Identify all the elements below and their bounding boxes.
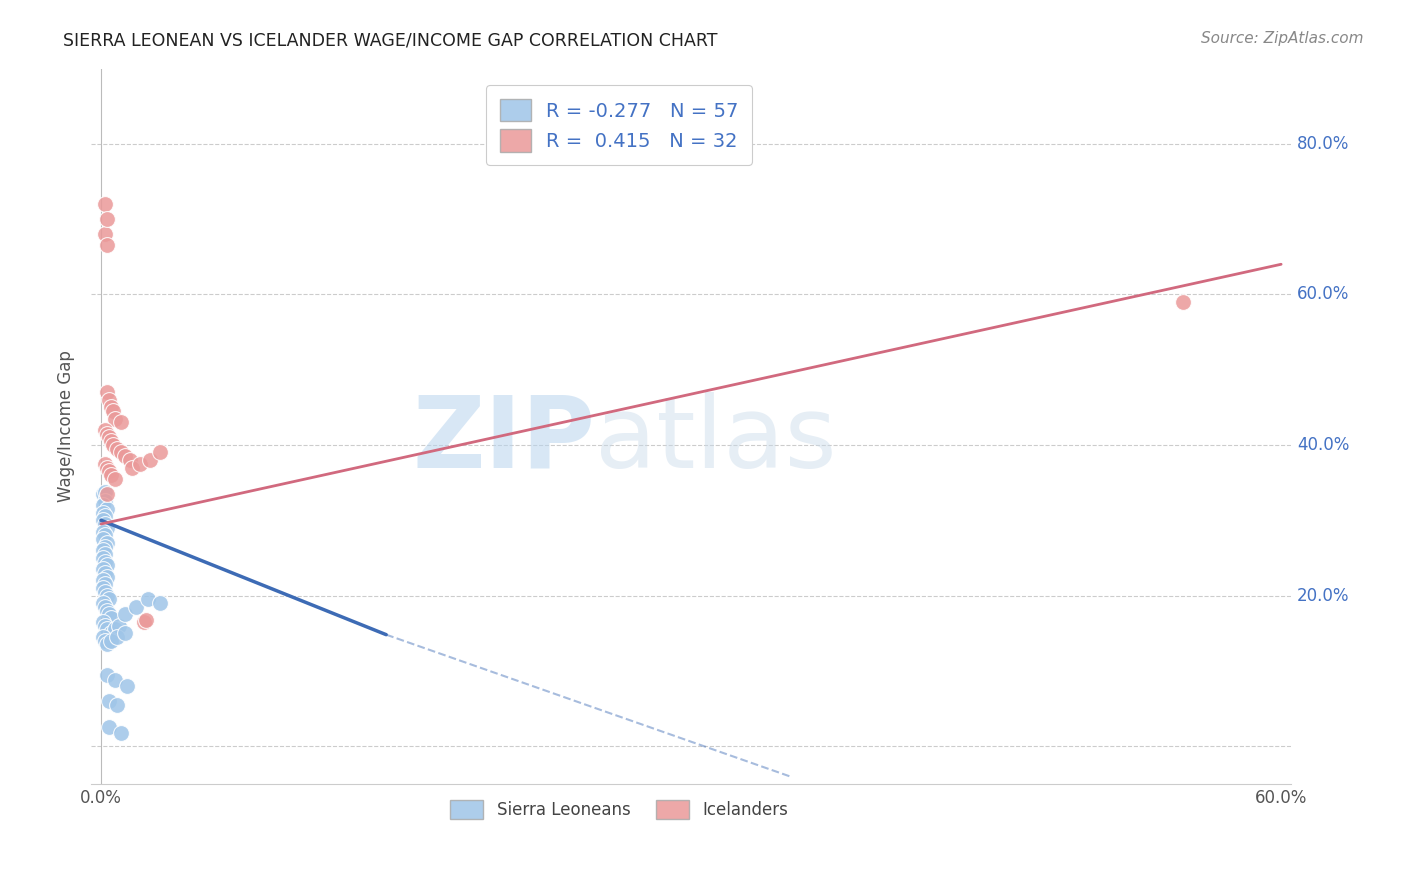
Point (96, 604, 118, 618)
Point (94, 540, 117, 554)
Point (94, 555, 117, 569)
Text: Source: ZipAtlas.com: Source: ZipAtlas.com (1201, 31, 1364, 46)
Point (97, 592, 120, 607)
Point (100, 401, 122, 415)
Point (97, 607, 120, 622)
Point (96, 570, 118, 584)
Y-axis label: Wage/Income Gap: Wage/Income Gap (58, 351, 75, 502)
Point (96, 487, 118, 501)
Point (105, 442, 128, 456)
Point (134, 615, 156, 629)
Point (94, 457, 117, 471)
Point (96, 238, 118, 252)
Text: 40.0%: 40.0% (1296, 436, 1350, 454)
Point (105, 630, 128, 644)
Point (105, 698, 128, 712)
Point (94, 528, 117, 542)
Point (104, 623, 127, 637)
Text: atlas: atlas (595, 392, 837, 489)
Point (94, 633, 117, 648)
Point (107, 618, 129, 632)
Point (94, 599, 117, 614)
Point (94, 516, 117, 531)
Point (100, 434, 122, 449)
Point (101, 404, 124, 418)
Point (120, 453, 142, 467)
Point (94, 494, 117, 508)
Point (114, 449, 136, 463)
Point (100, 468, 122, 483)
Point (96, 460, 118, 475)
Point (96, 558, 118, 573)
Point (91, 574, 114, 588)
Point (91, 543, 114, 558)
Text: ZIP: ZIP (412, 392, 595, 489)
Point (104, 673, 127, 687)
Point (94, 227, 117, 241)
Point (1171, 294, 1194, 309)
Point (114, 626, 136, 640)
Point (94, 484, 117, 499)
Point (129, 457, 152, 471)
Point (110, 725, 132, 739)
Point (135, 613, 157, 627)
Point (114, 607, 136, 622)
Point (96, 667, 118, 681)
Point (94, 547, 117, 561)
Point (91, 524, 114, 539)
Text: SIERRA LEONEAN VS ICELANDER WAGE/INCOME GAP CORRELATION CHART: SIERRA LEONEAN VS ICELANDER WAGE/INCOME … (63, 31, 718, 49)
Point (101, 438, 124, 452)
Point (110, 416, 132, 430)
Point (96, 385, 118, 400)
Point (91, 513, 114, 527)
Point (91, 581, 114, 595)
Point (97, 720, 120, 734)
Point (136, 592, 159, 607)
Point (121, 460, 143, 475)
Point (96, 637, 118, 651)
Point (91, 630, 114, 644)
Point (110, 445, 132, 459)
Point (91, 506, 114, 520)
Point (104, 411, 127, 425)
Legend: Sierra Leoneans, Icelanders: Sierra Leoneans, Icelanders (443, 793, 794, 825)
Point (91, 562, 114, 576)
Point (139, 453, 162, 467)
Point (97, 430, 120, 444)
Point (91, 596, 114, 610)
Point (100, 626, 122, 640)
Point (97, 392, 120, 407)
Point (91, 615, 114, 629)
Point (94, 584, 117, 599)
Point (94, 423, 117, 437)
Point (96, 426, 118, 441)
Text: 60.0%: 60.0% (1296, 285, 1350, 303)
Point (115, 679, 138, 693)
Point (94, 509, 117, 524)
Point (97, 464, 120, 478)
Point (94, 618, 117, 632)
Point (97, 694, 120, 708)
Point (149, 445, 172, 459)
Point (94, 577, 117, 591)
Point (91, 498, 114, 512)
Text: 80.0%: 80.0% (1296, 135, 1350, 153)
Point (100, 611, 122, 625)
Point (149, 596, 172, 610)
Point (100, 633, 122, 648)
Point (91, 532, 114, 546)
Point (91, 550, 114, 565)
Point (91, 487, 114, 501)
Point (96, 589, 118, 603)
Point (96, 521, 118, 535)
Point (94, 566, 117, 580)
Point (96, 536, 118, 550)
Point (94, 197, 117, 211)
Point (96, 502, 118, 516)
Point (96, 623, 118, 637)
Point (96, 212, 118, 227)
Point (125, 599, 148, 614)
Text: 20.0%: 20.0% (1296, 587, 1350, 605)
Point (104, 472, 127, 486)
